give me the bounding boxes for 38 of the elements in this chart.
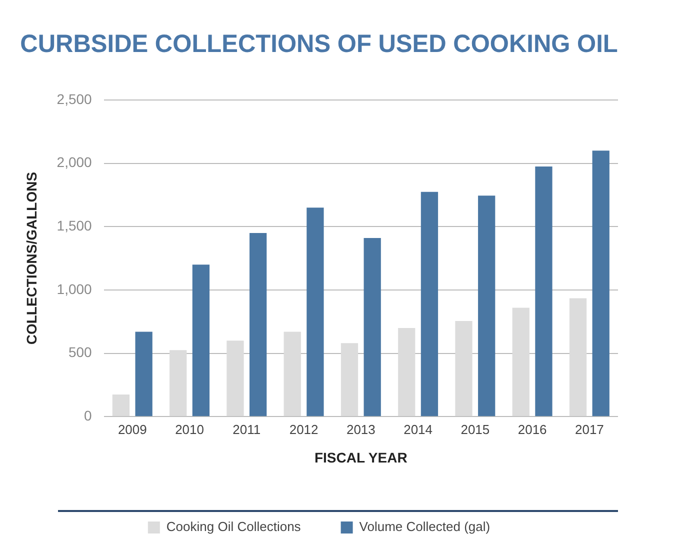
bar bbox=[455, 320, 472, 416]
x-tick-label: 2013 bbox=[346, 422, 376, 437]
bar bbox=[592, 150, 610, 416]
bar bbox=[226, 340, 244, 416]
bar bbox=[512, 308, 530, 416]
x-tick-label: 2016 bbox=[518, 422, 547, 437]
bar bbox=[535, 166, 552, 416]
x-tick-label: 2011 bbox=[232, 422, 261, 437]
y-tick-label: 500 bbox=[68, 344, 92, 360]
x-tick-label: 2014 bbox=[404, 422, 433, 437]
bar bbox=[284, 332, 301, 416]
x-axis-title: FISCAL YEAR bbox=[314, 449, 408, 466]
bar bbox=[112, 394, 130, 416]
y-tick-label: 1,000 bbox=[56, 280, 92, 297]
bar bbox=[170, 350, 187, 416]
x-tick-label: 2009 bbox=[118, 422, 147, 437]
bar bbox=[398, 328, 416, 416]
y-tick-label: 2,500 bbox=[56, 90, 92, 107]
bar bbox=[306, 208, 324, 416]
x-tick-label: 2015 bbox=[460, 422, 490, 437]
bar bbox=[364, 238, 381, 416]
x-tick-label: 2012 bbox=[289, 422, 318, 437]
x-tick-label: 2017 bbox=[574, 422, 604, 437]
bar bbox=[420, 192, 438, 416]
bar bbox=[192, 264, 210, 416]
chart-title: CURBSIDE COLLECTIONS OF USED COOKING OIL bbox=[20, 30, 618, 58]
y-tick-label: 1,500 bbox=[56, 218, 92, 234]
legend-label: Cooking Oil Collections bbox=[166, 519, 302, 534]
bar bbox=[340, 343, 358, 416]
y-tick-label: 0 bbox=[84, 407, 92, 424]
bar bbox=[250, 232, 267, 416]
bar bbox=[569, 298, 587, 416]
bar bbox=[135, 332, 152, 416]
x-tick-label: 2010 bbox=[175, 422, 204, 437]
y-tick-label: 2,000 bbox=[56, 154, 92, 170]
bar bbox=[478, 196, 496, 416]
y-axis-title: COLLECTIONS/GALLONS bbox=[23, 172, 40, 345]
legend-label: Volume Collected (gal) bbox=[359, 519, 490, 534]
